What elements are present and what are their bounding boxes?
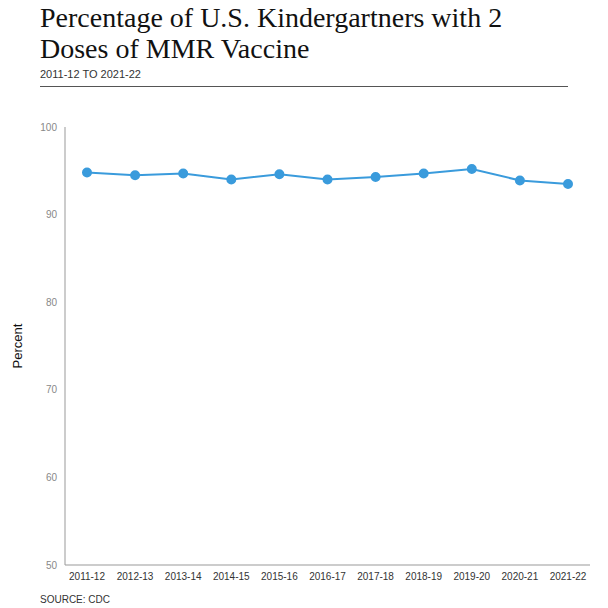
- svg-text:2017-18: 2017-18: [357, 571, 394, 582]
- svg-text:70: 70: [46, 384, 58, 395]
- svg-text:2016-17: 2016-17: [309, 571, 346, 582]
- svg-text:Percent: Percent: [10, 323, 25, 368]
- svg-text:90: 90: [46, 209, 58, 220]
- html-text:Percentage of U.S. Kindergartn: Percentage of U.S. Kindergartners with 2…: [40, 2, 503, 64]
- svg-text:80: 80: [46, 297, 58, 308]
- svg-text:100: 100: [40, 122, 57, 133]
- svg-text:2019-20: 2019-20: [453, 571, 490, 582]
- svg-text:2021-22: 2021-22: [550, 571, 587, 582]
- svg-text:2018-19: 2018-19: [405, 571, 442, 582]
- svg-text:60: 60: [46, 472, 58, 483]
- svg-text:2014-15: 2014-15: [213, 571, 250, 582]
- html-text:2011-12 TO 2021-22: 2011-12 TO 2021-22: [40, 68, 141, 80]
- svg-text:2011-12: 2011-12: [69, 571, 105, 582]
- svg-text:2020-21: 2020-21: [502, 571, 539, 582]
- html-text:SOURCE: CDC: SOURCE: CDC: [40, 594, 110, 605]
- svg-text:2015-16: 2015-16: [261, 571, 298, 582]
- svg-text:2013-14: 2013-14: [165, 571, 202, 582]
- svg-text:2012-13: 2012-13: [117, 571, 154, 582]
- svg-text:50: 50: [46, 560, 58, 571]
